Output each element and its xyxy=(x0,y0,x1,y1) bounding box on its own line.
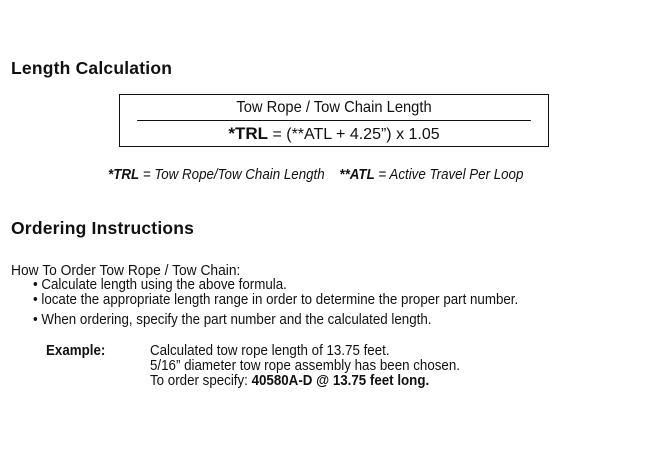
bullet-text: When ordering, specify the part number a… xyxy=(41,312,432,328)
trl-abbr: *TRL xyxy=(108,167,140,183)
order-part-number: 40580A-D @ 13.75 feet long. xyxy=(251,373,430,389)
formula-table: Tow Rope / Tow Chain Length *TRL = (**AT… xyxy=(119,94,549,147)
formula-row: *TRL = (**ATL + 4.25”) x 1.05 xyxy=(120,121,548,146)
formula-table-header: Tow Rope / Tow Chain Length xyxy=(137,95,531,121)
bullet-item: • Calculate length using the above formu… xyxy=(33,277,287,293)
atl-def: = Active Travel Per Loop xyxy=(374,167,524,183)
example-line-3: To order specify: 40580A-D @ 13.75 feet … xyxy=(150,373,429,389)
atl-abbr: **ATL xyxy=(339,167,375,183)
bullet-item: • locate the appropriate length range in… xyxy=(33,292,519,308)
example-line-1: Calculated tow rope length of 13.75 feet… xyxy=(150,343,390,359)
formula-rhs: = (**ATL + 4.25”) x 1.05 xyxy=(268,126,440,143)
bullet-item: • When ordering, specify the part number… xyxy=(33,312,432,328)
how-to-order-subheading: How To Order Tow Rope / Tow Chain: xyxy=(11,262,241,279)
ordering-instructions-heading: Ordering Instructions xyxy=(11,218,195,238)
bullet-text: locate the appropriate length range in o… xyxy=(41,292,519,308)
abbreviation-legend: *TRL = Tow Rope/Tow Chain Length **ATL = … xyxy=(108,167,523,183)
example-line-2: 5/16” diameter tow rope assembly has bee… xyxy=(150,358,460,374)
bullet-text: Calculate length using the above formula… xyxy=(41,277,287,293)
formula-lhs: *TRL xyxy=(228,124,269,143)
order-prefix: To order specify: xyxy=(150,373,252,389)
length-calculation-heading: Length Calculation xyxy=(11,58,173,78)
example-label: Example: xyxy=(46,343,106,359)
trl-def: = Tow Rope/Tow Chain Length xyxy=(139,167,325,183)
